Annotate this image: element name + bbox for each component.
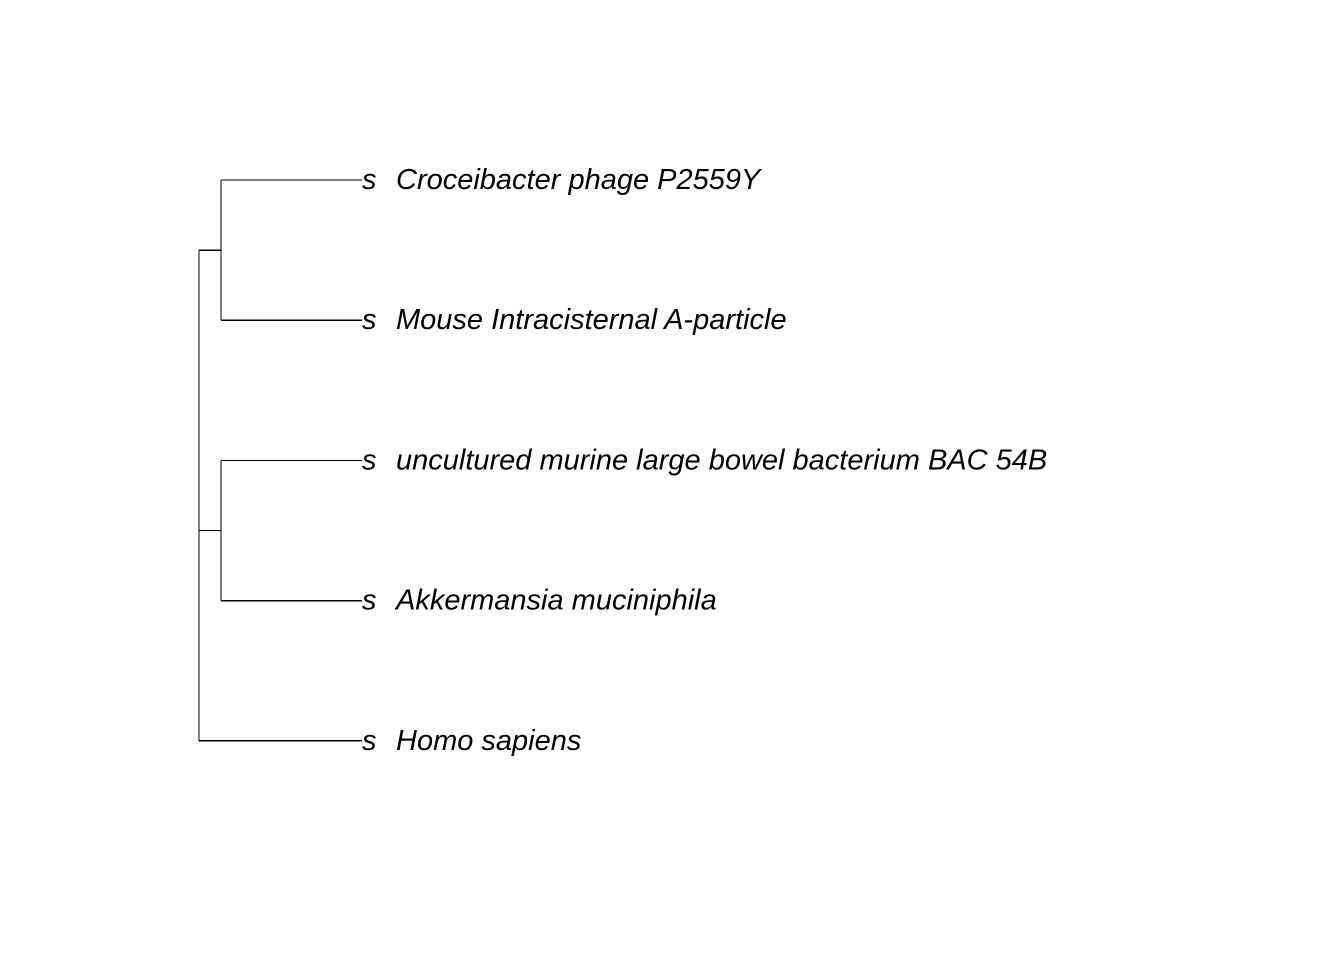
leaf-rank: s [362, 304, 377, 336]
leaf-name: Homo sapiens [396, 725, 581, 757]
leaf-rank: s [362, 585, 377, 617]
leaf-name: Croceibacter phage P2559Y [396, 164, 763, 196]
leaf-rank: s [362, 164, 377, 196]
leaf-name: Mouse Intracisternal A-particle [396, 304, 787, 336]
leaf-name: Akkermansia muciniphila [394, 585, 717, 617]
leaf-label-group: s Mouse Intracisternal A-particle [362, 304, 787, 336]
leaf-label-group: s Akkermansia muciniphila [362, 585, 717, 617]
leaf-label-group: s Homo sapiens [362, 725, 581, 757]
leaf-rank: s [362, 444, 377, 476]
leaf-labels: s Croceibacter phage P2559Y s Mouse Intraci… [362, 164, 1047, 757]
leaf-label-group: s uncultured murine large bowel bacterium… [362, 444, 1047, 476]
leaf-rank: s [362, 725, 377, 757]
leaf-label-group: s Croceibacter phage P2559Y [362, 164, 763, 196]
leaf-name: uncultured murine large bowel bacterium … [396, 444, 1047, 476]
tree-branches [198, 179, 362, 742]
